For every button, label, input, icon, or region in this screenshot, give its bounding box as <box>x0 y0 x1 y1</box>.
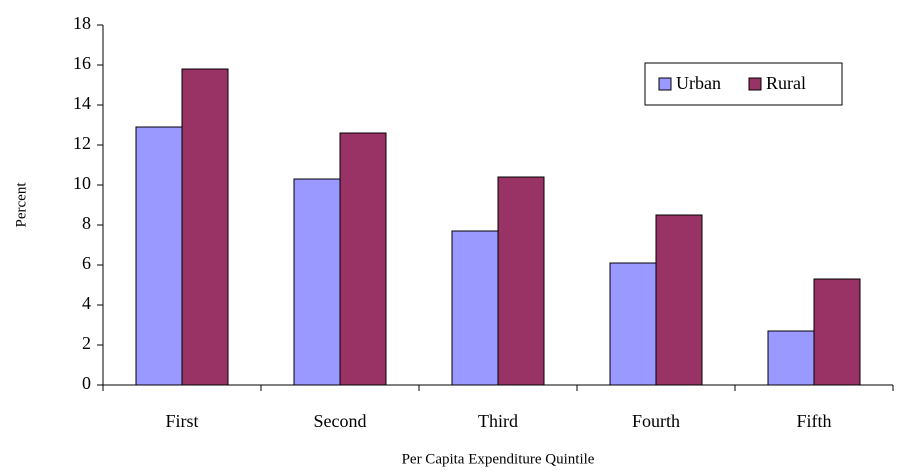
x-tick-label: Fifth <box>796 411 831 431</box>
bar <box>181 68 229 386</box>
y-tick-label: 14 <box>73 93 91 113</box>
bar <box>813 278 861 386</box>
bar <box>451 230 499 386</box>
bar <box>293 178 341 386</box>
y-tick-label: 0 <box>82 373 91 393</box>
legend-label: Rural <box>766 73 806 93</box>
bar <box>339 132 387 386</box>
bar <box>655 214 703 386</box>
bar <box>497 176 545 386</box>
x-tick-label: Third <box>478 411 518 431</box>
y-tick-label: 8 <box>82 213 91 233</box>
legend: Urban Rural <box>644 62 843 106</box>
y-tick-label: 6 <box>82 253 91 273</box>
x-axis-title: Per Capita Expenditure Quintile <box>402 451 595 467</box>
y-tick-label: 16 <box>73 53 91 73</box>
legend-swatch <box>748 77 762 91</box>
x-tick-label: Second <box>314 411 367 431</box>
y-axis-title: Percent <box>13 182 29 228</box>
bar <box>767 330 815 386</box>
y-tick-label: 4 <box>82 293 91 313</box>
legend-box <box>644 62 843 106</box>
y-tick-label: 10 <box>73 173 91 193</box>
legend-label: Urban <box>676 73 721 93</box>
x-tick-label: First <box>165 411 198 431</box>
y-tick-label: 18 <box>73 13 91 33</box>
y-tick-label: 2 <box>82 333 91 353</box>
legend-swatch <box>658 77 672 91</box>
x-tick-label: Fourth <box>632 411 680 431</box>
bar <box>609 262 657 386</box>
bar <box>135 126 183 386</box>
y-tick-label: 12 <box>73 133 91 153</box>
